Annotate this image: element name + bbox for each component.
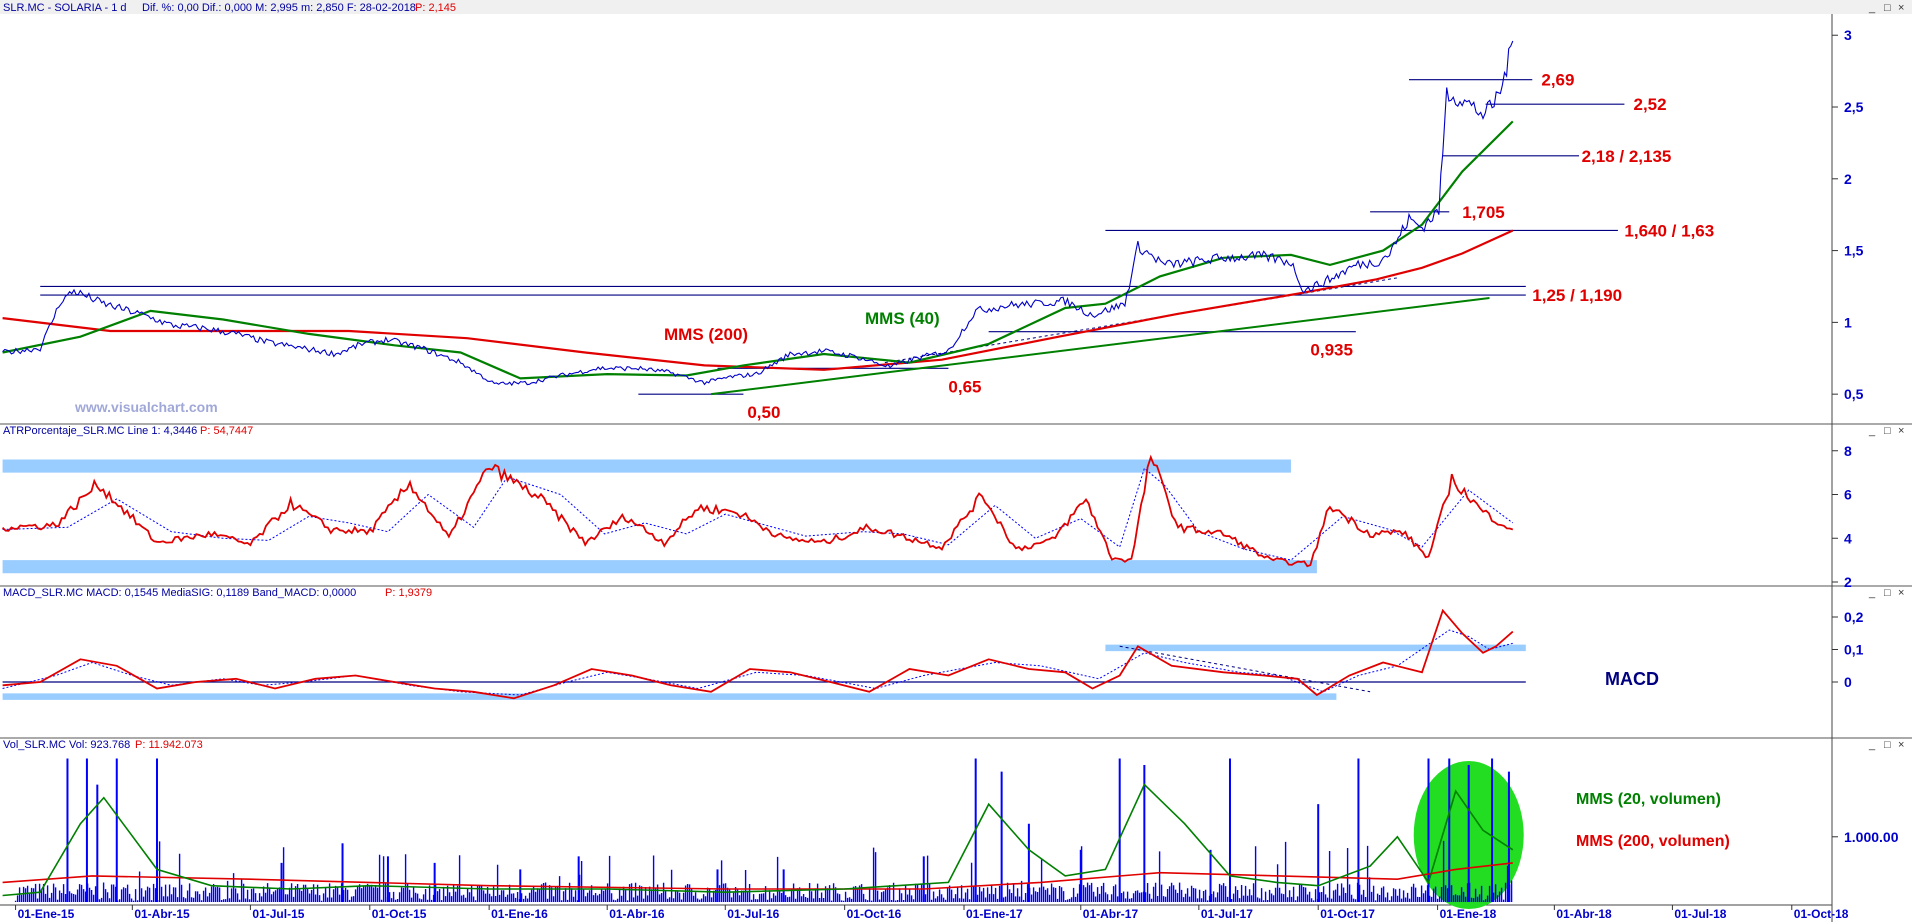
x-tick-label: 01-Ene-18 [1440, 907, 1497, 921]
close-icon[interactable]: × [1898, 425, 1904, 437]
minimize-icon[interactable]: _ [1868, 425, 1876, 437]
macd-label: MACD [1605, 669, 1659, 689]
price-title-bar: SLR.MC - SOLARIA - 1 d Dif. %: 0,00 Dif.… [0, 0, 1912, 14]
price-level-label: 2,69 [1541, 71, 1574, 90]
maximize-icon[interactable]: □ [1884, 2, 1891, 14]
price-level-label: 0,50 [747, 403, 780, 422]
price-level-label: 2,18 / 2,135 [1582, 147, 1672, 166]
atr-ytick-label: 4 [1844, 530, 1852, 546]
x-axis-labels: 01-Ene-15 01-Abr-15 01-Jul-15 01-Oct-15 01-E… [15, 905, 1849, 921]
macd-ytick-label: 0 [1844, 674, 1852, 690]
atr-ytick-label: 2 [1844, 574, 1852, 590]
x-tick-label: 01-Oct-16 [847, 907, 902, 921]
minimize-icon[interactable]: _ [1868, 739, 1876, 751]
atr-band-0 [2, 459, 1291, 473]
atr-series-signal [2, 467, 1514, 561]
atr-ytick-label: 6 [1844, 487, 1852, 503]
x-tick-label: 01-Abr-16 [609, 907, 665, 921]
close-icon[interactable]: × [1898, 587, 1904, 599]
vol-series-mms-20-volumen- [2, 783, 1514, 897]
price-series-slr-mc [2, 40, 1514, 387]
vol-series-mms-200-volumen- [2, 862, 1513, 890]
price-level-label: 1,25 / 1,190 [1532, 286, 1622, 305]
macd-series-macd [2, 608, 1514, 700]
macd-window-buttons[interactable]: _ □ × [1868, 587, 1904, 599]
maximize-icon[interactable]: □ [1884, 739, 1891, 751]
x-tick-label: 01-Ene-17 [966, 907, 1023, 921]
x-tick-label: 01-Abr-18 [1556, 907, 1612, 921]
support-resistance-levels: 2,69 2,52 2,18 / 2,135 1,705 1,640 / 1,63 1,2… [40, 71, 1714, 693]
mms200-label: MMS (200) [664, 325, 748, 344]
x-tick-label: 01-Ene-15 [18, 907, 75, 921]
atr-window-buttons[interactable]: _ □ × [1868, 425, 1904, 437]
macd-ytick-label: 0,1 [1844, 642, 1864, 658]
minimize-icon[interactable]: _ [1868, 587, 1876, 599]
price-ytick-label: 1 [1844, 314, 1852, 330]
panel-frames [0, 14, 1912, 922]
vol20-label: MMS (20, volumen) [1576, 791, 1721, 808]
vol-ytick-label: 1.000.00 [1844, 829, 1899, 845]
price-level-label: 0,65 [948, 377, 981, 396]
x-tick-label: 01-Ene-16 [491, 907, 548, 921]
minimize-icon[interactable]: _ [1868, 2, 1876, 14]
indicator-bands [2, 459, 1526, 700]
macd-series-mediasig [2, 629, 1513, 696]
x-tick-label: 01-Oct-17 [1320, 907, 1375, 921]
x-tick-label: 01-Abr-17 [1083, 907, 1139, 921]
price-ytick-label: 1,5 [1844, 243, 1864, 259]
maximize-icon[interactable]: □ [1884, 587, 1891, 599]
macd-title: MACD_SLR.MC MACD: 0,1545 MediaSIG: 0,118… [3, 587, 356, 599]
vol200-label: MMS (200, volumen) [1576, 833, 1730, 850]
maximize-icon[interactable]: □ [1884, 425, 1891, 437]
vol-window-buttons[interactable]: _ □ × [1868, 739, 1904, 751]
axis-ticks: 0,5 1 1,5 2 2,5 3 2 4 6 8 0 0,1 0,2 1.000.00 [1832, 27, 1899, 845]
x-tick-label: 01-Abr-15 [134, 907, 190, 921]
vol-p-value: P: 11.942.073 [135, 739, 203, 751]
price-level-label: 1,640 / 1,63 [1624, 221, 1714, 240]
atr-band-1 [2, 560, 1317, 574]
atr-p-value: P: 54,7447 [200, 425, 253, 437]
close-icon[interactable]: × [1898, 739, 1904, 751]
price-title: SLR.MC - SOLARIA - 1 d [3, 2, 126, 14]
price-window-buttons[interactable]: _ □ × [1868, 2, 1904, 14]
macd-band-0 [2, 693, 1337, 700]
x-tick-label: 01-Oct-18 [1794, 907, 1849, 921]
macd-p-value: P: 1,9379 [385, 587, 432, 599]
x-tick-label: 01-Jul-15 [252, 907, 304, 921]
watermark: www.visualchart.com [74, 399, 218, 415]
vol-title-bar: Vol_SLR.MC Vol: 923.768 P: 11.942.073 [3, 739, 203, 751]
price-ytick-label: 0,5 [1844, 386, 1864, 402]
close-icon[interactable]: × [1898, 2, 1904, 14]
price-ytick-label: 3 [1844, 27, 1852, 43]
macd-trendline [1119, 645, 1371, 693]
price-ytick-label: 2,5 [1844, 99, 1864, 115]
price-level-label: 2,52 [1633, 95, 1666, 114]
macd-band-1 [1105, 644, 1526, 652]
volume-bars-base [14, 840, 1513, 902]
price-level-label: 1,705 [1462, 203, 1505, 222]
mms40-label: MMS (40) [865, 309, 940, 328]
atr-title: ATRPorcentaje_SLR.MC Line 1: 4,3446 [3, 425, 197, 437]
atr-title-bar: ATRPorcentaje_SLR.MC Line 1: 4,3446 P: 5… [3, 425, 253, 437]
atr-series-line-1 [1, 454, 1514, 568]
macd-ytick-label: 0,2 [1844, 609, 1864, 625]
x-tick-label: 01-Jul-18 [1674, 907, 1726, 921]
price-stats: Dif. %: 0,00 Dif.: 0,000 M: 2,995 m: 2,8… [142, 2, 416, 14]
vol-title: Vol_SLR.MC Vol: 923.768 [3, 739, 130, 751]
series-lines [1, 40, 1514, 897]
price-ytick-label: 2 [1844, 171, 1852, 187]
price-series-mms-40- [2, 120, 1514, 380]
price-p-value: P: 2,145 [415, 2, 456, 14]
price-series-mms-200- [2, 229, 1514, 371]
price-level-label: 0,935 [1310, 341, 1353, 360]
macd-title-bar: MACD_SLR.MC MACD: 0,1545 MediaSIG: 0,118… [3, 587, 432, 599]
atr-ytick-label: 8 [1844, 443, 1852, 459]
x-tick-label: 01-Oct-15 [372, 907, 427, 921]
x-tick-label: 01-Jul-16 [727, 907, 779, 921]
x-tick-label: 01-Jul-17 [1201, 907, 1253, 921]
price-trendline [710, 296, 1490, 396]
